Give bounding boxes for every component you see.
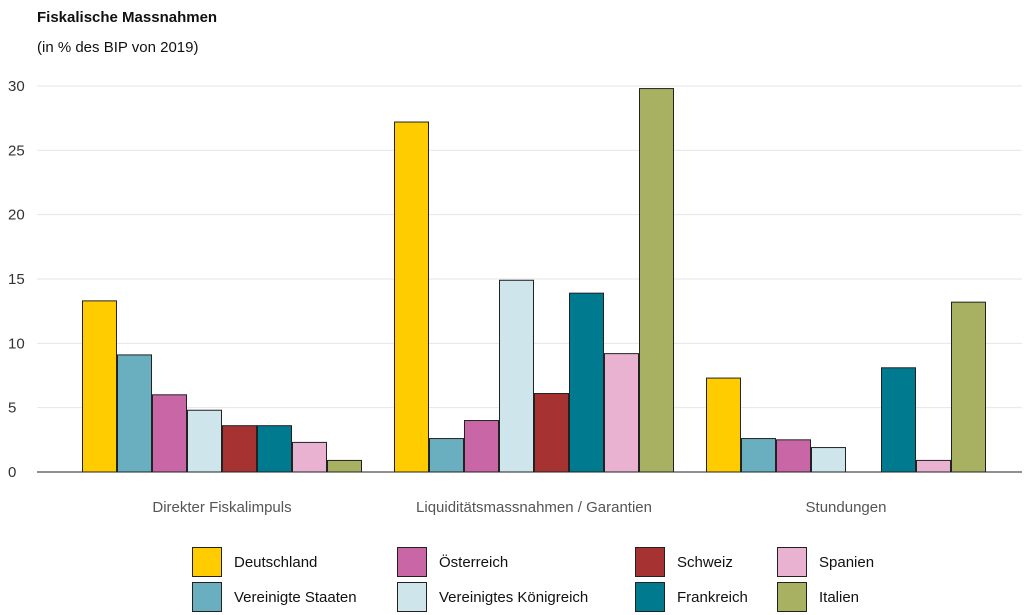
legend-item-frankreich: Frankreich (635, 582, 748, 612)
legend-swatch-frankreich (635, 582, 665, 612)
bar (117, 354, 152, 473)
legend-item-deutschland: Deutschland (192, 547, 317, 577)
legend-label-schweiz: Schweiz (677, 553, 733, 571)
legend-item-vereinigte-staaten: Vereinigte Staaten (192, 582, 357, 612)
bar (222, 425, 257, 473)
legend-item-spanien: Spanien (777, 547, 874, 577)
y-tick-label: 5 (8, 400, 16, 417)
bar (639, 88, 674, 473)
legend-swatch-italien (777, 582, 807, 612)
bar (187, 409, 222, 473)
legend: Deutschland Vereinigte Staaten Österreic… (192, 547, 912, 612)
chart-subtitle: (in % des BIP von 2019) (37, 39, 199, 56)
bar (916, 459, 951, 473)
bar (464, 420, 499, 473)
legend-label-deutschland: Deutschland (234, 553, 318, 571)
legend-label-spanien: Spanien (819, 553, 875, 571)
bar (152, 394, 187, 473)
y-tick-label: 15 (8, 271, 25, 288)
bar (327, 459, 362, 473)
bar-chart: 0 5 10 15 20 25 30 Direkter Fiskalimpuls Liquidi… (8, 78, 1022, 516)
legend-swatch-schweiz (635, 547, 665, 577)
bar (499, 279, 534, 473)
bar (569, 292, 604, 473)
legend-swatch-vereinigte-staaten (192, 582, 222, 612)
legend-label-italien: Italien (819, 588, 860, 606)
legend-swatch-oesterreich (397, 547, 427, 577)
bar (292, 441, 327, 473)
bar (881, 367, 916, 473)
y-tick-label: 30 (8, 78, 25, 95)
bar (604, 353, 639, 473)
legend-label-vereinigte-staaten: Vereinigte Staaten (234, 588, 357, 606)
bar (951, 301, 986, 473)
legend-item-oesterreich: Österreich (397, 547, 508, 577)
chart-title: Fiskalische Massnahmen (37, 9, 218, 26)
legend-item-italien: Italien (777, 582, 859, 612)
y-tick-label: 25 (8, 142, 25, 159)
bar (776, 439, 811, 473)
legend-swatch-deutschland (192, 547, 222, 577)
y-tick-label: 20 (8, 207, 25, 224)
legend-swatch-vereinigtes-koenigreich (397, 582, 427, 612)
bar (741, 438, 776, 473)
bar (82, 300, 117, 473)
y-tick-label: 10 (8, 335, 25, 352)
legend-label-oesterreich: Österreich (439, 553, 509, 571)
bar (811, 447, 846, 473)
x-category-label: Stundungen (806, 499, 887, 516)
bar (257, 425, 292, 473)
legend-label-frankreich: Frankreich (677, 588, 748, 606)
y-tick-label: 0 (8, 464, 16, 481)
bar (534, 393, 569, 473)
bar (429, 438, 464, 473)
x-category-label: Liquiditätsmassnahmen / Garantien (416, 499, 652, 516)
legend-label-vereinigtes-koenigreich: Vereinigtes Königreich (439, 588, 589, 606)
bar (394, 121, 429, 473)
legend-item-schweiz: Schweiz (635, 547, 733, 577)
legend-swatch-spanien (777, 547, 807, 577)
bar (706, 377, 741, 473)
legend-item-vereinigtes-koenigreich: Vereinigtes Königreich (397, 582, 588, 612)
x-category-label: Direkter Fiskalimpuls (152, 499, 291, 516)
